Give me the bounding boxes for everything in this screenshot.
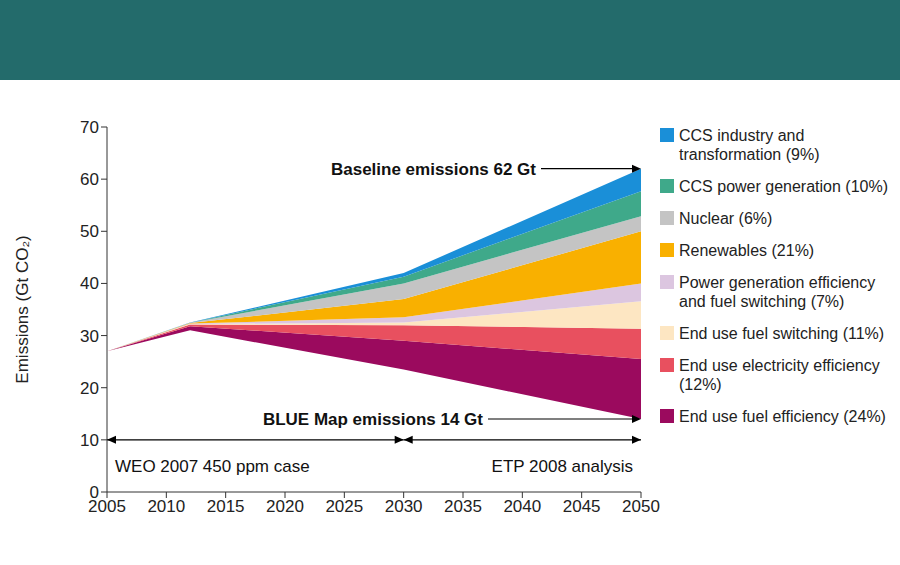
html-text:End use fuel efficiency (24%): End use fuel efficiency (24%) <box>679 408 886 425</box>
svg-text:2050: 2050 <box>622 497 660 516</box>
svg-text:30: 30 <box>80 327 99 346</box>
svg-text:2045: 2045 <box>563 497 601 516</box>
svg-text:2025: 2025 <box>325 497 363 516</box>
svg-text:2005: 2005 <box>88 497 126 517</box>
svg-text:2030: 2030 <box>385 497 423 516</box>
html-text:Power generation efficiency an: Power generation efficiency and fuel swi… <box>679 274 876 310</box>
svg-text:0: 0 <box>90 483 99 502</box>
svg-text:10: 10 <box>80 431 99 450</box>
svg-text:ETP 2008 analysis: ETP 2008 analysis <box>492 457 633 476</box>
svg-text:2020: 2020 <box>266 497 304 516</box>
svg-text:2040: 2040 <box>503 497 541 516</box>
svg-text:2010: 2010 <box>147 497 185 516</box>
svg-text:2015: 2015 <box>207 497 245 516</box>
svg-text:40: 40 <box>80 274 99 293</box>
svg-text:60: 60 <box>80 170 99 189</box>
svg-text:Baseline emissions 62 Gt: Baseline emissions 62 Gt <box>331 160 536 179</box>
html-text:Renewables (21%): Renewables (21%) <box>679 242 815 259</box>
html-text:CCS power generation (10%): CCS power generation (10%) <box>679 178 888 195</box>
svg-text:20: 20 <box>80 379 99 398</box>
svg-text:Emissions (Gt CO₂): Emissions (Gt CO₂) <box>13 235 32 383</box>
svg-text:BLUE Map emissions 14 Gt: BLUE Map emissions 14 Gt <box>263 410 483 429</box>
html-text:CCS industry and transformatio: CCS industry and transformation (9%) <box>679 127 820 163</box>
html-text:End use fuel switching (11%): End use fuel switching (11%) <box>679 325 885 342</box>
html-text:Nuclear (6%): Nuclear (6%) <box>679 210 773 227</box>
svg-text:70: 70 <box>80 118 99 137</box>
svg-text:WEO 2007 450 ppm case: WEO 2007 450 ppm case <box>115 457 310 476</box>
svg-text:50: 50 <box>80 222 99 241</box>
html-text:End use electricity efficiency: End use electricity efficiency (12%) <box>679 357 880 393</box>
svg-text:2035: 2035 <box>444 497 482 516</box>
